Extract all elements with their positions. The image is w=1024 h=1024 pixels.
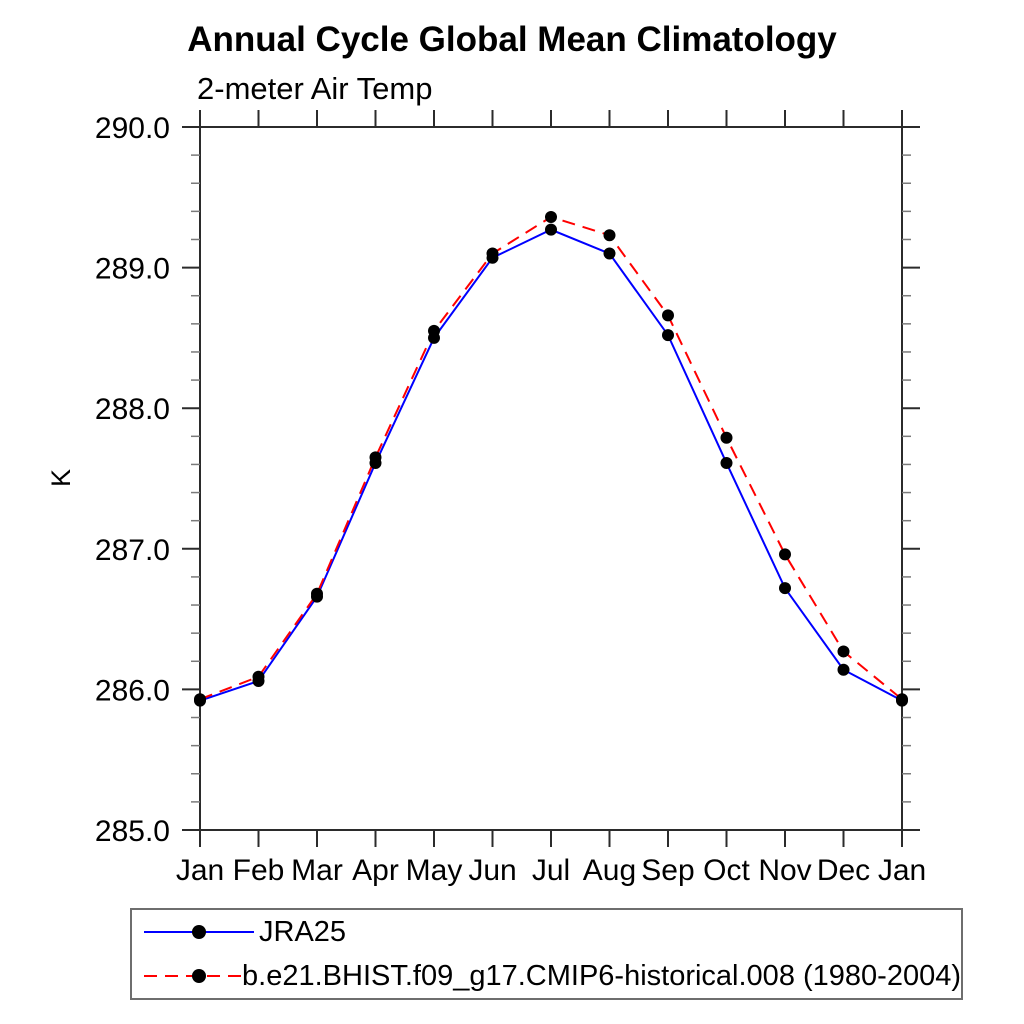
legend-marker-dot — [192, 925, 206, 939]
y-tick-label: 285.0 — [95, 815, 170, 848]
x-tick-label: Dec — [817, 854, 870, 887]
data-point-marker-1 — [369, 451, 382, 464]
x-tick-label: May — [406, 854, 463, 887]
data-point-marker-0 — [603, 247, 616, 260]
data-point-marker-0 — [545, 223, 557, 236]
data-point-marker-1 — [662, 309, 674, 322]
x-tick-label: Feb — [233, 854, 285, 887]
legend-label-jra25: JRA25 — [259, 915, 347, 948]
legend: JRA25 b.e21.BHIST.f09_g17.CMIP6-historic… — [130, 908, 963, 1000]
chart-title: Annual Cycle Global Mean Climatology — [187, 20, 837, 59]
data-point-marker-1 — [720, 431, 733, 444]
legend-item-jra25: JRA25 — [132, 911, 961, 953]
x-tick-label: Mar — [291, 854, 343, 887]
y-tick-label: 290.0 — [95, 112, 170, 145]
data-point-marker-1 — [486, 247, 499, 260]
data-point-marker-1 — [837, 645, 850, 658]
x-tick-label: Jan — [878, 854, 926, 887]
chart-subtitle: 2-meter Air Temp — [197, 71, 433, 106]
legend-sample-solid-line — [144, 925, 254, 939]
data-point-marker-1 — [603, 229, 616, 242]
y-tick-label: 288.0 — [95, 393, 170, 426]
data-point-marker-1 — [545, 210, 557, 223]
x-tick-label: Jan — [176, 854, 224, 887]
x-tick-label: Oct — [703, 854, 750, 887]
data-point-marker-0 — [720, 457, 733, 470]
data-point-marker-1 — [311, 587, 323, 600]
x-tick-label: Jul — [532, 854, 570, 887]
x-tick-label: Apr — [352, 854, 399, 887]
x-tick-label: Aug — [583, 854, 636, 887]
data-point-marker-1 — [428, 324, 440, 337]
data-point-marker-1 — [194, 693, 206, 706]
legend-item-model: b.e21.BHIST.f09_g17.CMIP6-historical.008… — [132, 955, 961, 997]
data-point-marker-0 — [779, 582, 791, 595]
series-line-0 — [199, 228, 903, 702]
y-tick-label: 286.0 — [95, 674, 170, 707]
data-point-marker-0 — [662, 329, 674, 342]
x-tick-label: Nov — [758, 854, 811, 887]
data-point-marker-1 — [252, 670, 265, 683]
data-point-marker-1 — [896, 693, 908, 706]
data-point-marker-1 — [779, 548, 791, 561]
legend-label-model: b.e21.BHIST.f09_g17.CMIP6-historical.008… — [242, 959, 961, 992]
series-line-1 — [199, 215, 903, 701]
x-tick-label: Sep — [641, 854, 694, 887]
legend-sample-dashed-line — [144, 969, 243, 983]
x-tick-label: Jun — [468, 854, 516, 887]
legend-marker-dot — [192, 969, 206, 983]
y-tick-label: 289.0 — [95, 253, 170, 286]
y-tick-label: 287.0 — [95, 534, 170, 567]
data-point-marker-0 — [837, 663, 850, 676]
